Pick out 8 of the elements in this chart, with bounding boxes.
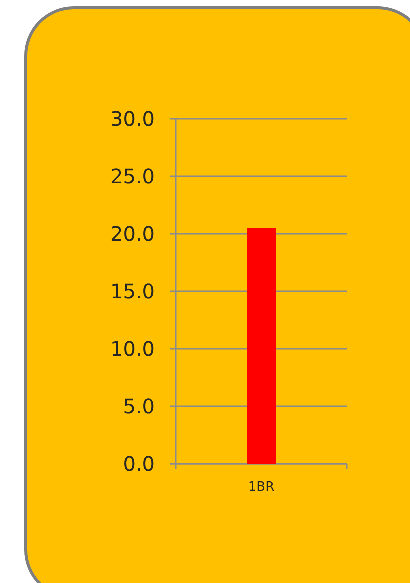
y-tick-label: 10.0 [110,337,155,361]
x-tick-label: 1BR [248,480,275,495]
y-tick-label: 25.0 [110,164,155,188]
y-tick-label: 20.0 [110,222,155,246]
y-tick-label: 30.0 [110,107,155,131]
y-tick-label: 0.0 [123,452,155,476]
y-tick-label: 5.0 [123,394,155,418]
y-tick-label: 15.0 [110,280,155,304]
